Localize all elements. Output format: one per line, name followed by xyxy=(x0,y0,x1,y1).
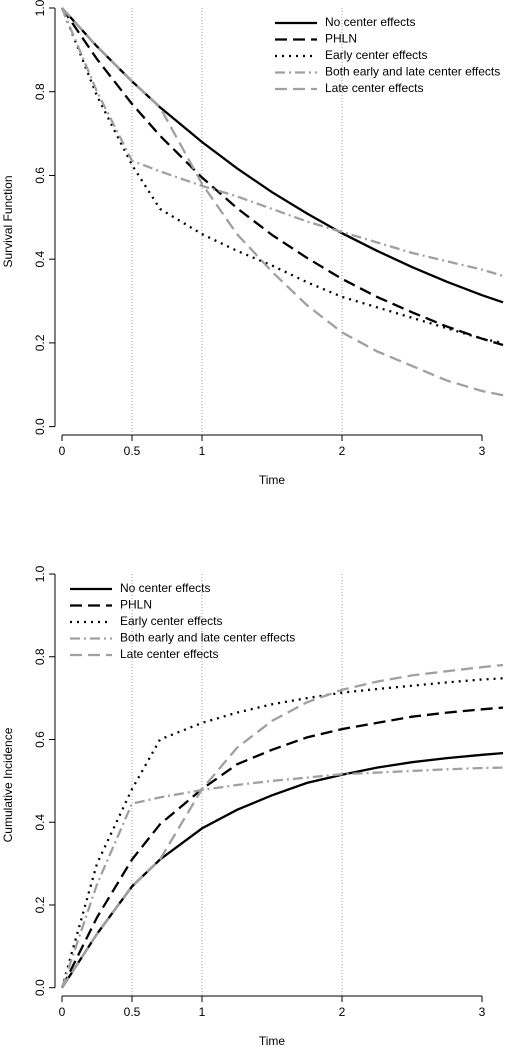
y-tick-label: 1.0 xyxy=(33,565,47,582)
series-line xyxy=(60,677,504,989)
legend-label: PHLN xyxy=(120,598,152,612)
series-line xyxy=(61,7,504,397)
y-axis-label: Cumulative Incidence xyxy=(1,727,15,842)
x-tick-label: 1 xyxy=(199,1005,206,1019)
series-line xyxy=(60,7,504,345)
x-tick-label: 1 xyxy=(199,444,206,458)
legend-label: PHLN xyxy=(325,32,357,46)
y-tick-label: 0.2 xyxy=(33,334,47,351)
series-line xyxy=(61,7,504,347)
y-tick-label: 0.4 xyxy=(33,251,47,268)
x-axis-label: Time xyxy=(259,473,286,487)
x-tick-label: 3 xyxy=(479,444,486,458)
x-tick-label: 0.5 xyxy=(124,444,141,458)
legend-label: No center effects xyxy=(120,581,211,595)
x-axis-label: Time xyxy=(259,1034,286,1048)
series-line xyxy=(61,7,504,304)
legend-label: No center effects xyxy=(325,15,416,29)
legend-label: Late center effects xyxy=(120,647,219,661)
x-tick-label: 0 xyxy=(59,1005,66,1019)
series-line xyxy=(61,663,504,989)
x-tick-label: 0 xyxy=(59,444,66,458)
legend-label: Late center effects xyxy=(325,81,424,95)
y-tick-label: 0.6 xyxy=(33,731,47,748)
x-tick-label: 3 xyxy=(479,1005,486,1019)
legend-label: Early center effects xyxy=(325,48,428,62)
series-line xyxy=(60,706,504,989)
y-tick-label: 0.0 xyxy=(33,418,47,435)
legend-label: Both early and late center effects xyxy=(325,65,500,79)
y-tick-label: 0.0 xyxy=(33,979,47,996)
series-line xyxy=(60,766,504,989)
legend-label: Both early and late center effects xyxy=(120,631,295,645)
y-tick-label: 1.0 xyxy=(33,0,47,16)
x-tick-label: 0.5 xyxy=(124,1005,141,1019)
x-tick-label: 2 xyxy=(339,444,346,458)
legend-label: Early center effects xyxy=(120,614,223,628)
y-tick-label: 0.6 xyxy=(33,167,47,184)
y-tick-label: 0.2 xyxy=(33,896,47,913)
y-tick-label: 0.4 xyxy=(33,814,47,831)
x-tick-label: 2 xyxy=(339,1005,346,1019)
y-tick-label: 0.8 xyxy=(33,648,47,665)
series-line xyxy=(61,751,504,989)
series-line xyxy=(60,7,504,278)
y-tick-label: 0.8 xyxy=(33,83,47,100)
y-axis-label: Survival Function xyxy=(1,175,15,267)
